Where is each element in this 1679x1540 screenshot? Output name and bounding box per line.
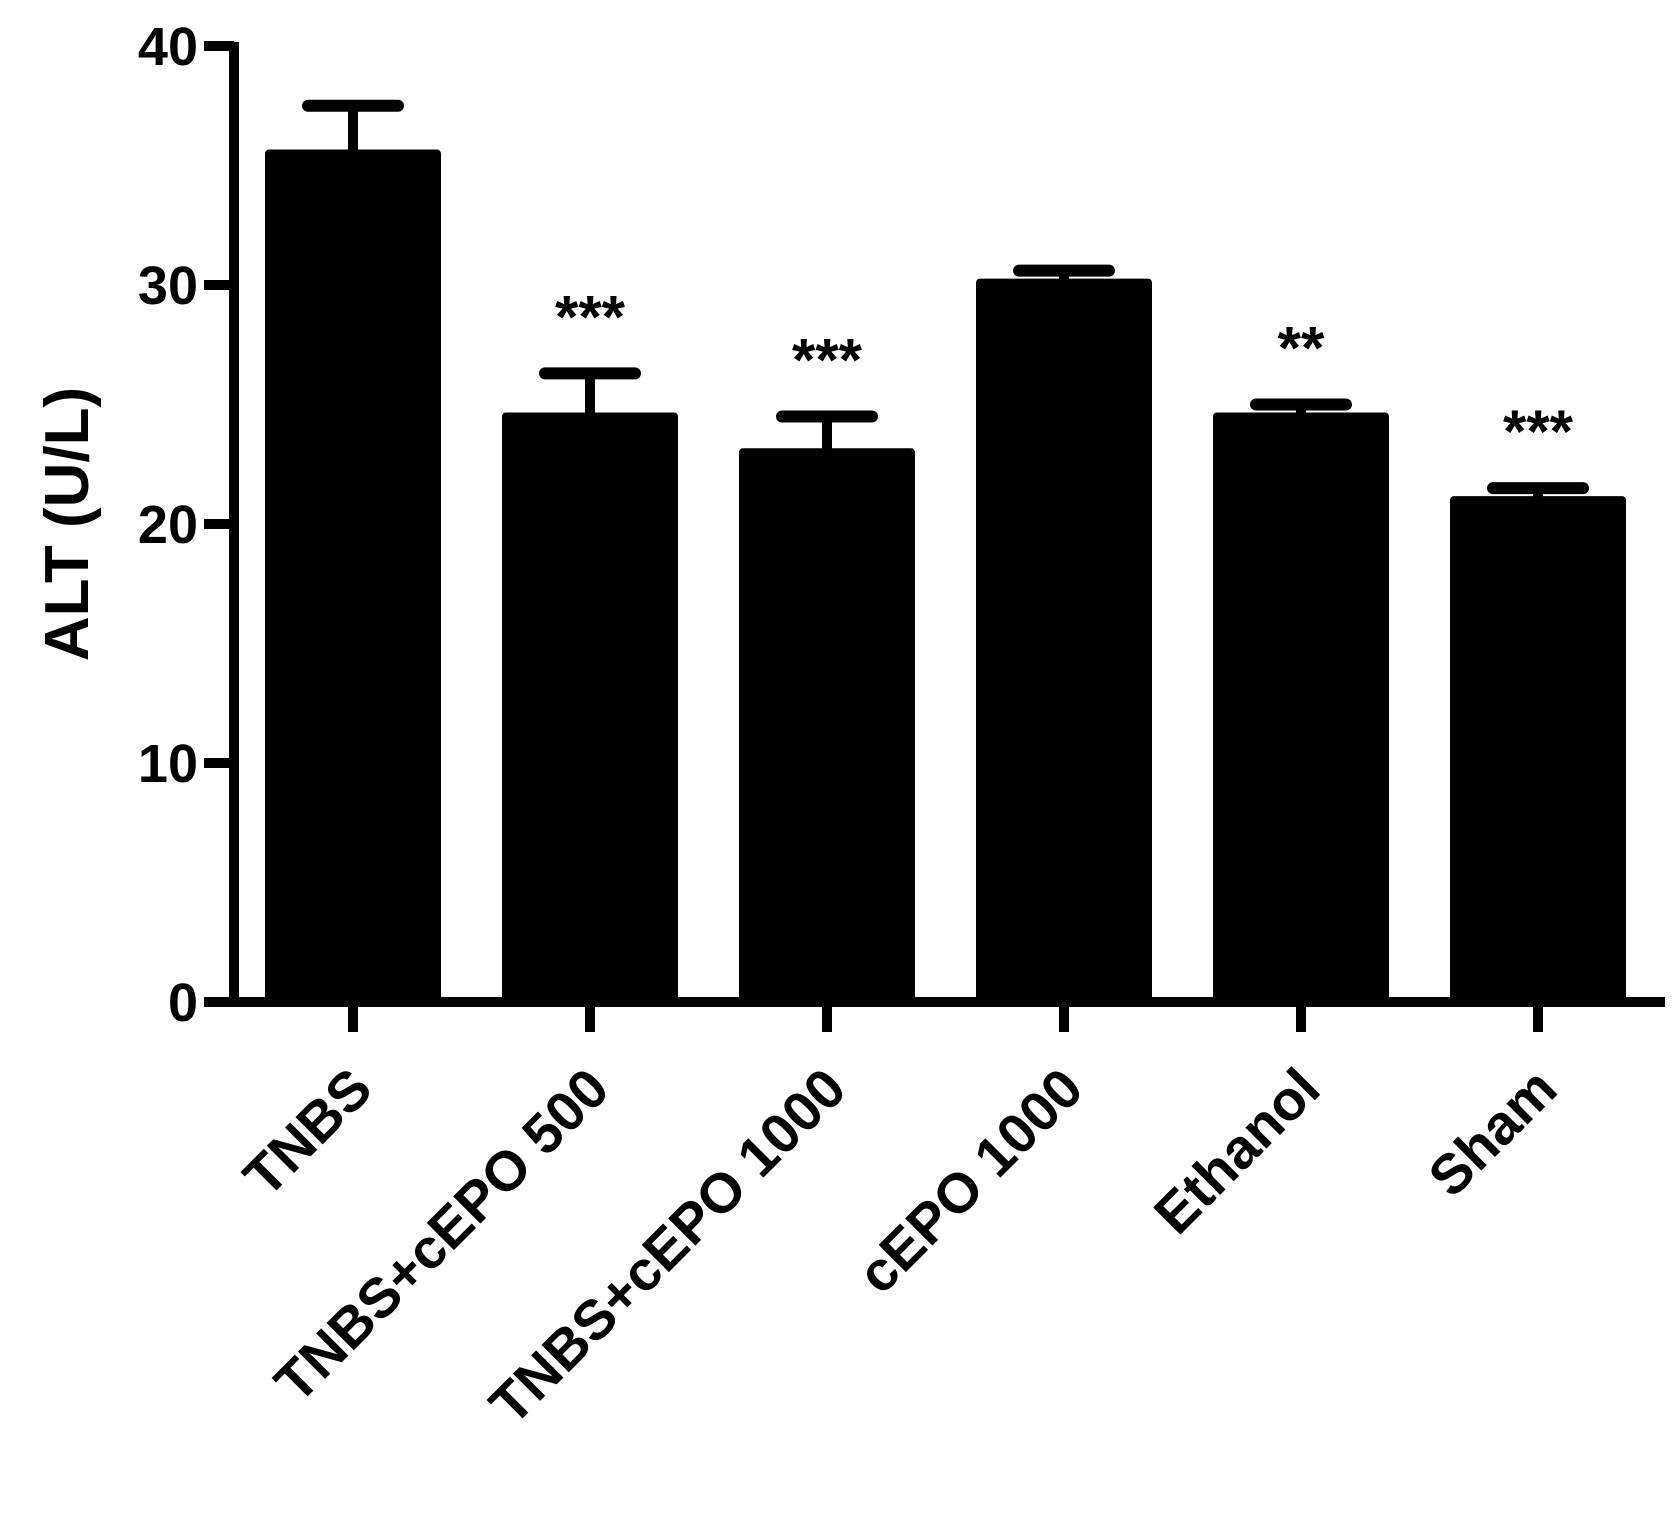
category-label: cEPO 1000 — [845, 1056, 1094, 1305]
category-label: TNBS — [231, 1056, 383, 1208]
bar — [1450, 496, 1626, 1006]
y-tick-label: 20 — [138, 495, 198, 555]
bar — [502, 412, 678, 1006]
y-tick-label: 30 — [138, 256, 198, 316]
significance-label: ** — [1278, 315, 1325, 382]
y-tick-label: 0 — [168, 973, 198, 1033]
y-tick-label: 10 — [138, 734, 198, 794]
bar — [1213, 412, 1389, 1006]
significance-label: *** — [555, 283, 626, 350]
significance-label: *** — [792, 326, 863, 393]
bar — [976, 278, 1152, 1006]
bar — [265, 149, 441, 1007]
bars — [265, 99, 1626, 1007]
category-label: Sham — [1416, 1056, 1568, 1208]
significance-label: *** — [1503, 398, 1574, 465]
y-axis-title: ALT (U/L) — [33, 387, 102, 661]
y-tick-label: 40 — [138, 17, 198, 77]
category-label: Ethanol — [1142, 1056, 1332, 1246]
axes — [204, 41, 1665, 1032]
bar — [739, 448, 915, 1006]
